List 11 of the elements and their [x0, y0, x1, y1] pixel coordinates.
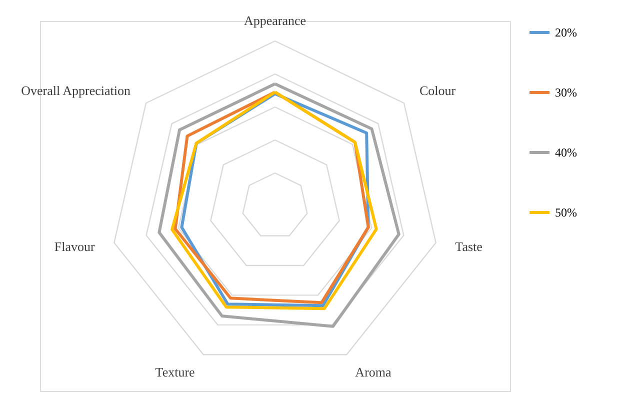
spoke-label: Taste: [455, 239, 483, 254]
legend-label: 40%: [555, 146, 577, 160]
spoke-label: Overall Appreciation: [21, 82, 132, 98]
legend-label: 20%: [555, 26, 577, 40]
spoke-label: Colour: [419, 82, 456, 98]
legend-label: 50%: [555, 206, 577, 220]
spoke-label: Flavour: [54, 239, 96, 254]
spoke-label: Aroma: [355, 364, 392, 380]
spoke-label: Appearance: [244, 13, 306, 28]
spoke-label: Texture: [155, 364, 196, 380]
legend-label: 30%: [555, 86, 577, 100]
